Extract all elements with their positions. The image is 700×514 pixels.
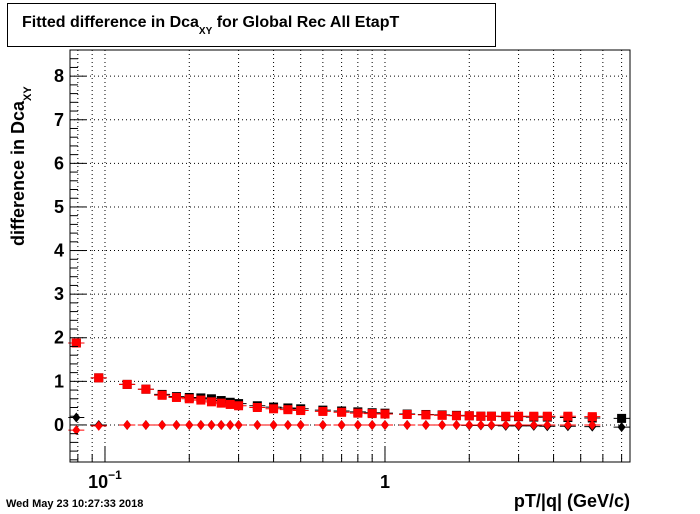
diamond-marker <box>529 419 538 430</box>
square-marker <box>196 395 206 405</box>
square-marker <box>252 403 262 413</box>
square-marker <box>141 384 151 394</box>
diamond-marker <box>514 419 523 430</box>
square-marker <box>184 394 194 404</box>
y-tick-label: 0 <box>54 415 64 435</box>
diamond-marker <box>438 419 447 430</box>
diamond-marker <box>380 419 389 430</box>
diamond-marker <box>217 419 226 430</box>
grid-lines <box>70 50 630 462</box>
square-marker <box>380 409 390 419</box>
square-marker <box>486 411 496 421</box>
diamond-marker <box>123 419 132 430</box>
title-box: Fitted difference in DcaXY for Global Re… <box>7 3 496 47</box>
diamond-marker <box>207 419 216 430</box>
diamond-marker <box>403 419 412 430</box>
diamond-marker <box>337 419 346 430</box>
square-marker <box>216 398 226 408</box>
y-tick-label: 7 <box>54 110 64 130</box>
y-tick-label: 3 <box>54 284 64 304</box>
diamond-marker <box>476 419 485 430</box>
square-marker <box>464 411 474 421</box>
square-marker <box>234 401 244 411</box>
square-marker <box>451 411 461 421</box>
x-axis-label: pT/|q| (GeV/c) <box>513 491 630 511</box>
square-marker <box>587 412 597 422</box>
square-marker <box>318 406 328 416</box>
square-marker <box>563 411 573 421</box>
diamond-marker <box>72 425 81 436</box>
diamond-marker <box>368 419 377 430</box>
square-marker <box>225 399 235 409</box>
axes: 0 1 2 3 4 5 6 7 8 10−1 1 <box>54 49 631 492</box>
square-marker <box>206 397 216 407</box>
diamond-marker <box>158 419 167 430</box>
diamond-marker <box>588 419 597 430</box>
x-tick-label: 10−1 <box>88 468 122 492</box>
square-marker <box>94 373 104 383</box>
diamond-marker <box>421 419 430 430</box>
x-tick-label: 1 <box>380 472 390 492</box>
square-marker <box>542 411 552 421</box>
diamond-marker <box>543 419 552 430</box>
data-points <box>68 338 630 436</box>
square-marker <box>617 413 627 423</box>
square-marker <box>71 338 81 348</box>
plot-frame <box>69 49 631 463</box>
square-marker <box>122 379 132 389</box>
diamond-marker <box>563 419 572 430</box>
diamond-marker <box>94 420 103 431</box>
diamond-marker <box>196 419 205 430</box>
y-tick-label: 2 <box>54 328 64 348</box>
square-marker <box>171 392 181 402</box>
diamond-marker <box>452 419 461 430</box>
diamond-marker <box>72 412 81 423</box>
y-tick-label: 1 <box>54 371 64 391</box>
square-marker <box>437 410 447 420</box>
diamond-marker <box>318 419 327 430</box>
diamond-marker <box>141 419 150 430</box>
square-marker <box>476 411 486 421</box>
diamond-marker <box>617 422 626 433</box>
diamond-marker <box>501 419 510 430</box>
square-marker <box>337 407 347 417</box>
chart-title: Fitted difference in DcaXY for Global Re… <box>22 14 400 37</box>
diamond-marker <box>465 419 474 430</box>
y-tick-label: 4 <box>54 241 64 261</box>
y-tick-label: 5 <box>54 197 64 217</box>
y-tick-label: 6 <box>54 153 64 173</box>
diamond-marker <box>296 419 305 430</box>
diamond-marker <box>172 419 181 430</box>
square-marker <box>296 406 306 416</box>
square-marker <box>283 405 293 415</box>
square-marker <box>367 409 377 419</box>
diamond-marker <box>185 419 194 430</box>
y-tick-label: 8 <box>54 66 64 86</box>
diamond-marker <box>353 419 362 430</box>
square-marker <box>269 404 279 414</box>
square-marker <box>157 390 167 400</box>
diamond-marker <box>253 419 262 430</box>
square-marker <box>353 408 363 418</box>
y-axis-label: difference in DcaXY <box>8 86 34 246</box>
diamond-marker <box>226 419 235 430</box>
square-marker <box>402 409 412 419</box>
square-marker <box>529 411 539 421</box>
timestamp: Wed May 23 10:27:33 2018 <box>6 498 144 510</box>
diamond-marker <box>234 419 243 430</box>
diamond-marker <box>269 419 278 430</box>
diamond-marker <box>283 419 292 430</box>
diamond-marker <box>487 419 496 430</box>
square-marker <box>501 411 511 421</box>
square-marker <box>421 410 431 420</box>
square-marker <box>514 411 524 421</box>
